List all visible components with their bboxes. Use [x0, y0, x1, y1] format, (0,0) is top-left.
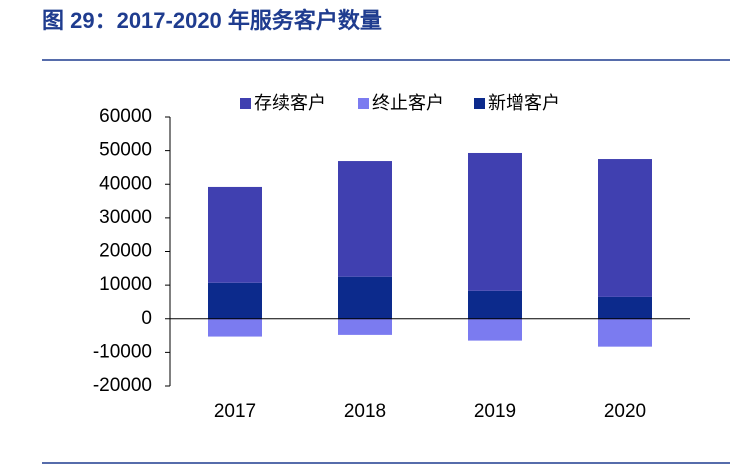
- bar: [338, 276, 392, 319]
- y-tick-label: 40000: [99, 173, 152, 194]
- x-tick-label: 2019: [474, 401, 516, 422]
- bar: [208, 318, 262, 337]
- legend-label: 终止客户: [372, 93, 444, 113]
- chart-title: 图 29：2017-2020 年服务客户数量: [42, 8, 382, 33]
- y-tick-label: -10000: [93, 341, 152, 362]
- bar: [338, 318, 392, 335]
- y-tick-label: 10000: [99, 274, 152, 295]
- bar: [598, 318, 652, 347]
- legend-swatch: [358, 98, 369, 109]
- legend-swatch: [240, 98, 251, 109]
- bar: [468, 290, 522, 319]
- bar: [598, 296, 652, 319]
- y-tick-label: 30000: [99, 207, 152, 228]
- bar: [208, 282, 262, 319]
- y-tick-label: 50000: [99, 140, 152, 161]
- y-tick-label: 20000: [99, 241, 152, 262]
- bar: [598, 159, 652, 297]
- legend-swatch: [474, 98, 485, 109]
- legend-label: 存续客户: [254, 93, 326, 113]
- x-tick-label: 2018: [344, 401, 386, 422]
- x-tick-label: 2017: [214, 401, 256, 422]
- bar: [208, 186, 262, 283]
- y-tick-label: -20000: [93, 375, 152, 396]
- x-tick-label: 2020: [604, 401, 646, 422]
- y-tick-label: 60000: [99, 106, 152, 127]
- bar: [468, 152, 522, 291]
- bar: [338, 161, 392, 277]
- y-tick-label: 0: [141, 308, 152, 329]
- bar: [468, 318, 522, 341]
- legend-label: 新增客户: [488, 93, 560, 113]
